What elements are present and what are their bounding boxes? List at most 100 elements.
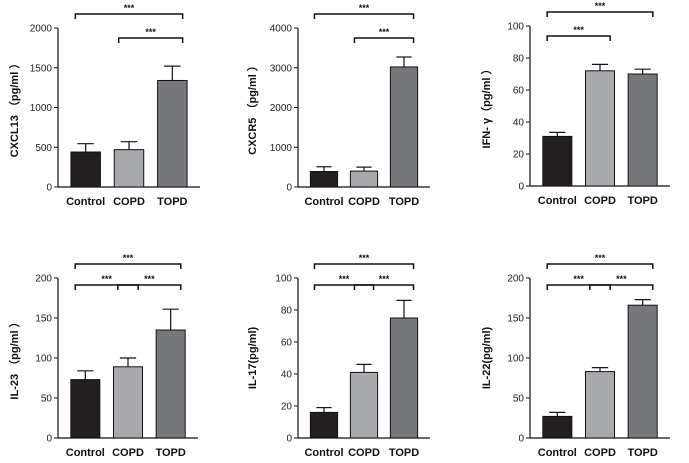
y-axis-label: IL-17(pg/ml) <box>247 327 259 390</box>
significance-label: *** <box>145 27 156 37</box>
significance-label: *** <box>595 253 606 263</box>
bar-copd <box>584 70 616 187</box>
bar-control <box>70 151 101 188</box>
y-tick-label: 0 <box>46 183 52 194</box>
significance-label: *** <box>595 1 606 11</box>
category-label: COPD <box>348 196 380 208</box>
y-tick-label: 500 <box>35 143 52 154</box>
category-label: COPD <box>113 196 145 208</box>
bar-topd <box>627 73 658 187</box>
bar-control <box>309 411 339 439</box>
significance-bracket <box>546 35 611 41</box>
panel-4: 0 20 40 60 80 100 IL-17(pg/ml) Control COPD TOPD *… <box>247 253 430 459</box>
bar-control <box>70 379 101 439</box>
y-tick-label: 0 <box>46 434 52 445</box>
panel-3: 0 50 100 150 200 IL-23 （pg/ml ） Control COPD TOP… <box>8 253 198 459</box>
significance-label: *** <box>339 274 350 284</box>
bar-control <box>542 415 573 439</box>
category-label: Control <box>538 195 577 207</box>
bar-topd <box>155 329 186 439</box>
y-tick-label: 20 <box>281 402 293 413</box>
y-tick-label: 60 <box>513 86 525 97</box>
category-label: COPD <box>584 195 616 207</box>
y-tick-label: 50 <box>513 394 525 405</box>
y-tick-label: 3000 <box>270 63 293 74</box>
y-tick-label: 0 <box>286 434 292 445</box>
category-label: COPD <box>112 447 144 459</box>
y-tick-label: 1500 <box>30 63 53 74</box>
y-axis-label: CXCR5 （pg/ml ） <box>246 60 259 155</box>
category-label: TOPD <box>627 195 657 207</box>
y-axis-label: IFN- γ（pg/ml ） <box>480 64 493 149</box>
bar-copd <box>349 170 379 188</box>
significance-bracket <box>313 284 375 290</box>
significance-label: *** <box>101 274 112 284</box>
category-label: Control <box>66 447 105 459</box>
panel-0: 0 500 1000 1500 2000 CXCL13 （pg/ml ） Control CO… <box>8 3 200 208</box>
significance-label: *** <box>359 3 370 13</box>
y-axis-label: CXCL13 （pg/ml ） <box>8 58 21 158</box>
significance-label: *** <box>573 274 584 284</box>
significance-label: *** <box>379 274 390 284</box>
y-tick-label: 0 <box>518 182 524 193</box>
y-axis-label: IL-23 （pg/ml ） <box>8 316 21 399</box>
significance-bracket <box>117 284 182 290</box>
category-label: TOPD <box>389 196 419 208</box>
panel-2: 0 20 40 60 80 100 IFN- γ（pg/ml ） Control COPD TOP… <box>480 1 670 207</box>
y-tick-label: 100 <box>35 354 52 365</box>
category-label: TOPD <box>389 447 419 459</box>
significance-bracket <box>117 37 184 43</box>
y-tick-label: 80 <box>281 306 293 317</box>
y-tick-label: 150 <box>507 314 524 325</box>
bar-control <box>309 170 339 188</box>
y-tick-label: 0 <box>518 434 524 445</box>
category-label: COPD <box>584 447 616 459</box>
bar-copd <box>113 149 145 188</box>
y-tick-label: 2000 <box>270 103 293 114</box>
y-tick-label: 100 <box>507 354 524 365</box>
panel-1: 0 1000 2000 3000 4000 CXCR5 （pg/ml ） Control CO… <box>246 3 430 208</box>
bar-control <box>542 135 573 187</box>
category-label: TOPD <box>627 447 657 459</box>
y-tick-label: 150 <box>35 314 52 325</box>
y-tick-label: 20 <box>513 150 525 161</box>
significance-bracket <box>353 284 415 290</box>
significance-label: *** <box>573 25 584 35</box>
category-label: Control <box>304 447 343 459</box>
significance-bracket <box>546 11 654 17</box>
bar-topd <box>627 304 658 439</box>
panel-5: 0 50 100 150 200 IL-22(pg/ml) Control COPD TOPD *… <box>481 253 670 459</box>
y-tick-label: 100 <box>275 274 292 285</box>
category-label: Control <box>304 196 343 208</box>
y-tick-label: 2000 <box>30 24 53 35</box>
category-label: Control <box>538 447 577 459</box>
significance-label: *** <box>124 3 135 13</box>
bar-topd <box>157 79 188 188</box>
significance-label: *** <box>123 253 134 263</box>
bar-topd <box>389 66 419 188</box>
y-tick-label: 40 <box>281 370 293 381</box>
category-label: TOPD <box>155 447 185 459</box>
y-axis-label: IL-22(pg/ml) <box>481 327 493 390</box>
bar-copd <box>584 371 616 439</box>
significance-bracket <box>546 284 611 290</box>
y-tick-label: 50 <box>41 394 53 405</box>
y-tick-label: 80 <box>513 54 525 65</box>
y-tick-label: 100 <box>507 22 524 33</box>
bar-topd <box>389 317 419 439</box>
category-label: TOPD <box>157 196 187 208</box>
y-tick-label: 200 <box>35 274 52 285</box>
significance-label: *** <box>144 274 155 284</box>
y-tick-label: 1000 <box>270 143 293 154</box>
bar-copd <box>112 366 144 439</box>
significance-label: *** <box>616 274 627 284</box>
y-tick-label: 60 <box>281 338 293 349</box>
significance-bracket <box>313 13 415 19</box>
significance-bracket <box>74 263 182 269</box>
y-tick-label: 4000 <box>270 24 293 35</box>
significance-bracket <box>313 263 415 269</box>
significance-bracket <box>589 284 654 290</box>
y-tick-label: 200 <box>507 274 524 285</box>
y-tick-label: 1000 <box>30 103 53 114</box>
